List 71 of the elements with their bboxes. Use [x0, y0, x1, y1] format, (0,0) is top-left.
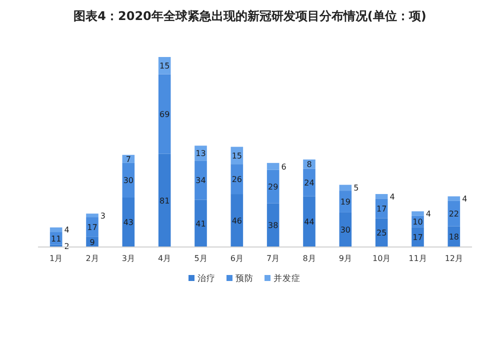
data-label: 46	[232, 216, 242, 226]
x-tick-label: 6月	[230, 254, 244, 263]
legend-label: 治疗	[198, 273, 216, 284]
bar	[86, 217, 98, 237]
data-label: 44	[304, 218, 314, 227]
legend-item: 治疗	[188, 274, 216, 284]
bar	[339, 184, 352, 191]
bar	[86, 214, 98, 218]
x-tick-label: 11月	[408, 254, 427, 263]
bar	[266, 203, 280, 247]
bar	[122, 197, 135, 247]
data-label: 30	[123, 176, 134, 186]
legend-label: 并发症	[274, 273, 300, 284]
data-label: 5	[354, 184, 359, 193]
data-label: 4	[64, 226, 70, 235]
x-tick-label: 2月	[86, 254, 99, 263]
data-label: 13	[196, 149, 206, 158]
bar	[158, 74, 171, 154]
x-tick-label: 5月	[194, 254, 208, 263]
data-label: 9	[90, 238, 95, 247]
bar	[448, 196, 460, 201]
data-label: 4	[426, 210, 431, 219]
bar	[303, 196, 316, 247]
data-label: 11	[50, 234, 62, 244]
data-label: 69	[159, 110, 170, 119]
x-tick-label: 8月	[302, 254, 316, 263]
data-label: 8	[306, 160, 312, 170]
data-label: 41	[196, 219, 206, 228]
data-label: 17	[412, 233, 423, 242]
data-label: 10	[412, 218, 423, 227]
x-tick-label: 10月	[372, 254, 391, 263]
data-label: 22	[448, 210, 460, 219]
chart-title: 图表4：2020年全球紧急出现的新冠研发项目分布情况(单位：项)	[74, 9, 426, 23]
data-label: 43	[123, 218, 134, 228]
legend-item: 预防	[226, 274, 254, 284]
bar	[375, 194, 388, 199]
bar	[266, 162, 280, 170]
data-label: 81	[159, 196, 170, 206]
bar	[194, 200, 207, 247]
data-label: 19	[340, 198, 351, 207]
x-tick-label: 3月	[122, 254, 135, 263]
data-label: 25	[376, 228, 387, 238]
legend-label: 预防	[236, 273, 254, 284]
data-label: 15	[159, 62, 170, 71]
bar	[303, 168, 316, 196]
bar	[194, 160, 207, 200]
data-label: 6	[281, 162, 286, 172]
bar	[412, 211, 424, 216]
data-label: 4	[462, 194, 468, 204]
bar	[230, 194, 244, 247]
data-label: 17	[87, 222, 98, 232]
data-label: 26	[232, 175, 242, 184]
legend-item: 并发症	[264, 274, 300, 284]
x-tick-label: 7月	[266, 254, 280, 263]
data-label: 34	[196, 176, 206, 186]
x-tick-label: 4月	[158, 254, 172, 263]
data-label: 7	[126, 154, 131, 164]
bar	[50, 227, 62, 232]
data-label: 18	[448, 232, 460, 242]
data-label: 4	[390, 192, 395, 202]
x-tick-label: 9月	[338, 254, 352, 263]
data-label: 3	[100, 211, 106, 220]
data-label: 30	[340, 226, 351, 235]
data-label: 38	[268, 221, 278, 230]
bar	[158, 154, 171, 247]
data-label: 17	[376, 204, 387, 214]
data-label: 15	[232, 151, 242, 160]
x-tick-label: 1月	[50, 254, 63, 263]
x-tick-label: 12月	[444, 254, 464, 263]
data-label: 24	[304, 178, 314, 188]
data-label: 29	[268, 182, 278, 192]
